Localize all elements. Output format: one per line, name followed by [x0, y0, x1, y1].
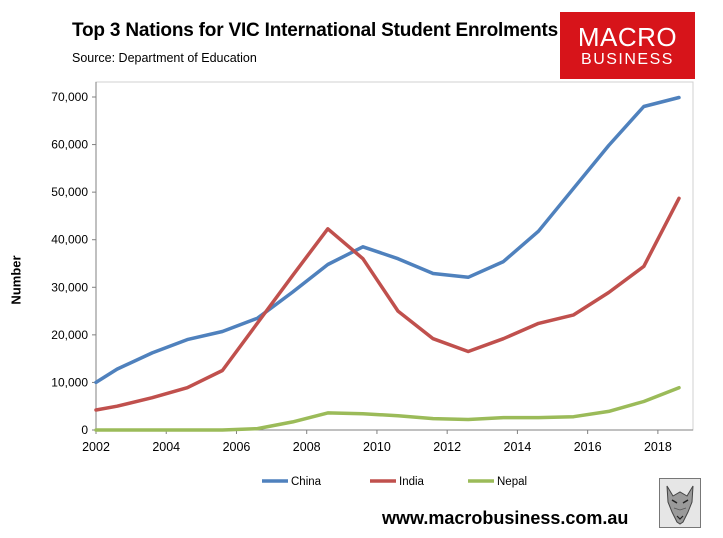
- chart-source: Source: Department of Education: [72, 51, 257, 65]
- macrobusiness-logo: MACRO BUSINESS: [560, 12, 695, 79]
- chart-title: Top 3 Nations for VIC International Stud…: [72, 20, 559, 41]
- footer-url: www.macrobusiness.com.au: [382, 508, 629, 528]
- y-tick-label: 0: [81, 423, 88, 437]
- x-tick-label: 2014: [504, 440, 532, 454]
- series-line-china: [94, 95, 681, 385]
- legend-label-nepal: Nepal: [497, 476, 527, 488]
- x-tick-label: 2016: [574, 440, 602, 454]
- legend-label-india: India: [399, 476, 425, 488]
- x-tick-label: 2012: [433, 440, 461, 454]
- x-tick-label: 2006: [223, 440, 251, 454]
- x-tick-label: 2002: [82, 440, 110, 454]
- legend-label-china: China: [291, 476, 322, 488]
- y-tick-label: 50,000: [51, 185, 88, 199]
- y-tick-label: 10,000: [51, 375, 88, 389]
- wolf-mascot-icon: [659, 478, 701, 528]
- y-tick-label: 60,000: [51, 138, 88, 152]
- y-tick-label: 20,000: [51, 328, 88, 342]
- y-tick-label: 30,000: [51, 280, 88, 294]
- logo-line-business: BUSINESS: [581, 51, 674, 68]
- x-tick-label: 2008: [293, 440, 321, 454]
- y-tick-label: 40,000: [51, 233, 88, 247]
- x-tick-label: 2018: [644, 440, 672, 454]
- series-line-india: [94, 196, 681, 412]
- x-tick-label: 2004: [152, 440, 180, 454]
- series-line-nepal: [94, 385, 681, 432]
- y-tick-label: 70,000: [51, 90, 88, 104]
- x-tick-label: 2010: [363, 440, 391, 454]
- logo-line-macro: MACRO: [577, 22, 678, 52]
